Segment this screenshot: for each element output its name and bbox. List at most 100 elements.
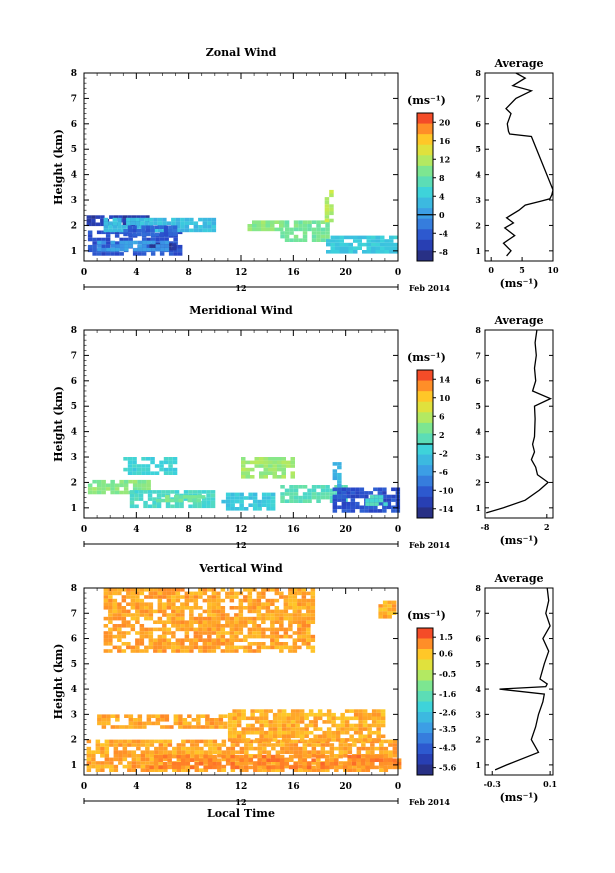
heatmap-cell bbox=[206, 490, 211, 494]
heatmap-cell bbox=[310, 645, 316, 650]
heatmap-cell bbox=[212, 739, 218, 744]
heatmap-cell bbox=[178, 495, 183, 499]
heatmap-cell bbox=[145, 739, 150, 744]
heatmap-cell bbox=[127, 457, 133, 461]
heatmap-cell bbox=[225, 503, 231, 507]
heatmap-cell bbox=[166, 613, 172, 617]
heatmap-cell bbox=[334, 764, 339, 769]
heatmap-cell bbox=[175, 613, 181, 617]
heatmap-cell bbox=[145, 746, 150, 751]
heatmap-cell bbox=[352, 743, 357, 747]
heatmap-cell bbox=[199, 746, 204, 751]
heatmap-cell bbox=[191, 718, 197, 722]
heatmap-cell bbox=[216, 758, 222, 762]
heatmap-cell bbox=[248, 761, 254, 765]
heatmap-cell bbox=[149, 750, 155, 754]
heatmap-cell bbox=[151, 247, 156, 252]
heatmap-cell bbox=[265, 602, 271, 606]
heatmap-cell bbox=[163, 743, 168, 747]
average-x-tick-label: -8 bbox=[481, 522, 490, 532]
heatmap-cell bbox=[257, 746, 263, 751]
heatmap-cell bbox=[261, 602, 266, 606]
colorbar-tick-label: 0 bbox=[439, 210, 445, 220]
heatmap-cell bbox=[371, 716, 377, 721]
heatmap-cell bbox=[167, 743, 173, 747]
heatmap-cell bbox=[292, 609, 298, 614]
heatmap-cell bbox=[374, 502, 379, 506]
heatmap-cell bbox=[100, 750, 105, 754]
heatmap-cell bbox=[356, 764, 362, 769]
heatmap-cell bbox=[302, 765, 307, 770]
heatmap-cell bbox=[140, 768, 146, 772]
y-tick-label: 1 bbox=[71, 247, 77, 257]
heatmap-cell bbox=[382, 505, 387, 510]
heatmap-cell bbox=[189, 616, 194, 621]
heatmap-cell bbox=[256, 224, 261, 228]
heatmap-cell bbox=[265, 227, 270, 232]
heatmap-cell bbox=[302, 485, 308, 489]
heatmap-cell bbox=[295, 716, 300, 721]
heatmap-cell bbox=[149, 765, 154, 770]
heatmap-cell bbox=[122, 218, 128, 223]
heatmap-cell bbox=[126, 602, 131, 606]
heatmap-cell bbox=[126, 624, 131, 628]
heatmap-cell bbox=[124, 725, 129, 729]
heatmap-cell bbox=[216, 595, 221, 599]
y-tick-label: 8 bbox=[71, 326, 77, 336]
colorbar-segment bbox=[417, 391, 433, 403]
heatmap-cell bbox=[380, 723, 386, 728]
heatmap-cell bbox=[322, 712, 327, 717]
heatmap-cell bbox=[130, 221, 136, 225]
heatmap-cell bbox=[256, 609, 262, 614]
heatmap-cell bbox=[95, 222, 101, 227]
heatmap-cell bbox=[130, 616, 136, 621]
heatmap-cell bbox=[168, 460, 173, 465]
heatmap-cell bbox=[221, 750, 227, 754]
heatmap-cell bbox=[366, 235, 371, 240]
heatmap-cell bbox=[196, 495, 201, 499]
heatmap-cell bbox=[281, 712, 287, 717]
heatmap-cell bbox=[355, 494, 360, 499]
heatmap-cell bbox=[274, 616, 280, 621]
heatmap-cell bbox=[136, 232, 142, 237]
heatmap-cell bbox=[104, 754, 110, 758]
heatmap-cell bbox=[184, 225, 190, 229]
heatmap-cell bbox=[135, 642, 140, 646]
heatmap-cell bbox=[171, 765, 177, 770]
heatmap-cell bbox=[103, 624, 109, 628]
heatmap-cell bbox=[248, 758, 253, 762]
heatmap-cell bbox=[193, 225, 199, 229]
heatmap-cell bbox=[144, 602, 149, 606]
heatmap-cell bbox=[347, 765, 352, 770]
heatmap-cell bbox=[261, 224, 266, 228]
colorbar-segment bbox=[417, 454, 433, 466]
heatmap-cell bbox=[234, 762, 240, 766]
heatmap-cell bbox=[349, 727, 354, 731]
heatmap-cell bbox=[320, 492, 326, 496]
heatmap-cell bbox=[387, 762, 393, 766]
heatmap-cell bbox=[348, 242, 353, 247]
heatmap-cell bbox=[171, 645, 176, 650]
heatmap-cell bbox=[159, 237, 165, 242]
heatmap-cell bbox=[232, 734, 237, 739]
heatmap-cell bbox=[148, 591, 154, 596]
heatmap-cell bbox=[146, 714, 152, 718]
heatmap-cell bbox=[241, 464, 246, 468]
heatmap-cell bbox=[96, 487, 102, 491]
heatmap-cell bbox=[214, 721, 219, 726]
heatmap-cell bbox=[384, 242, 389, 247]
heatmap-cell bbox=[261, 620, 266, 624]
heatmap-cell bbox=[329, 218, 334, 223]
heatmap-cell bbox=[311, 758, 316, 762]
heatmap-cell bbox=[193, 645, 199, 650]
heatmap-cell bbox=[239, 762, 244, 766]
heatmap-cell bbox=[198, 762, 204, 766]
heatmap-cell bbox=[135, 225, 140, 229]
heatmap-cell bbox=[202, 609, 208, 614]
heatmap-cell bbox=[241, 727, 246, 731]
heatmap-cell bbox=[311, 238, 317, 242]
heatmap-cell bbox=[114, 230, 120, 235]
heatmap-cell bbox=[193, 602, 199, 606]
heatmap-cell bbox=[367, 734, 372, 739]
heatmap-cell bbox=[198, 627, 203, 632]
